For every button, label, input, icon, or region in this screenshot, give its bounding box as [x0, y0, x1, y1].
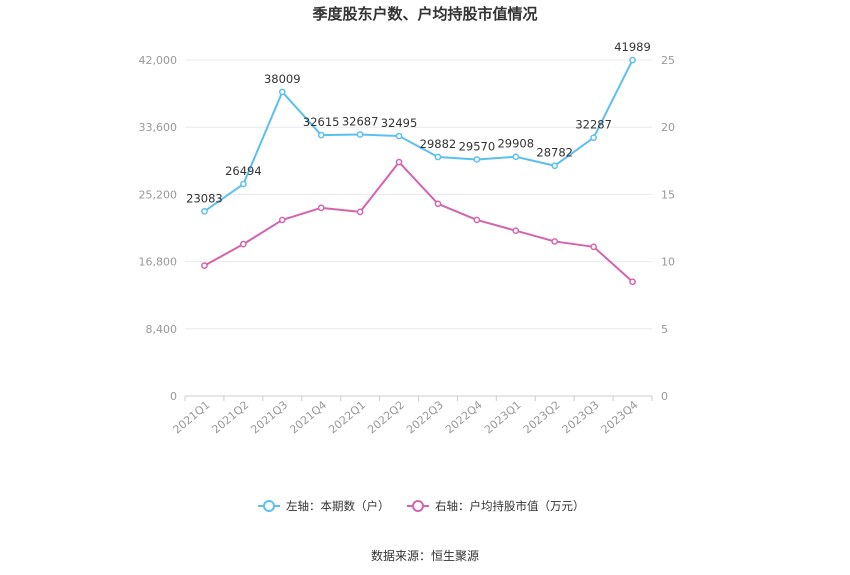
data-label: 32287	[575, 118, 612, 132]
legend-item[interactable]: 左轴：本期数（户）	[258, 499, 390, 513]
right-tick-label: 20	[661, 121, 675, 134]
x-tick-label: 2023Q4	[599, 398, 641, 436]
data-label: 38009	[264, 72, 301, 86]
data-point	[434, 200, 442, 208]
x-tick-label: 2022Q1	[326, 398, 368, 436]
legend-item[interactable]: 右轴：户均持股市值（万元）	[407, 499, 585, 513]
data-point	[278, 88, 286, 96]
left-tick-label: 33,600	[139, 121, 178, 134]
x-tick-label: 2021Q3	[248, 398, 290, 436]
legend[interactable]: 左轴：本期数（户） 右轴：户均持股市值（万元）	[258, 499, 585, 513]
left-tick-label: 0	[170, 390, 177, 403]
data-label: 23083	[186, 191, 223, 205]
data-label: 26494	[225, 164, 262, 178]
legend-marker	[263, 500, 275, 512]
data-label: 29908	[497, 137, 534, 151]
data-point	[512, 227, 520, 235]
left-tick-label: 16,800	[139, 256, 178, 269]
data-label: 32687	[342, 115, 379, 129]
x-tick-label: 2021Q2	[210, 398, 252, 436]
legend-marker	[412, 500, 424, 512]
chart-title: 季度股东户数、户均持股市值情况	[312, 5, 537, 23]
data-label: 32615	[303, 115, 340, 129]
x-tick-label: 2021Q1	[171, 398, 213, 436]
data-point	[356, 208, 364, 216]
grid-lines	[185, 59, 652, 397]
data-point	[590, 243, 597, 251]
series-line	[203, 59, 634, 213]
data-label: 29570	[459, 139, 496, 153]
data-point	[395, 158, 403, 166]
left-axis: 0 8,400 16,800 25,200 33,600 42,000	[139, 54, 178, 403]
data-point	[395, 132, 403, 140]
data-point	[317, 131, 325, 139]
right-tick-label: 0	[661, 390, 668, 403]
left-tick-label: 42,000	[139, 54, 178, 67]
left-tick-label: 8,400	[146, 323, 178, 336]
right-axis: 0 5 10 15 20 25	[661, 54, 675, 403]
data-point	[551, 162, 559, 170]
data-point	[629, 56, 636, 64]
data-point	[317, 204, 325, 212]
data-point	[473, 156, 481, 163]
x-tick-label: 2023Q3	[560, 398, 602, 436]
data-point	[201, 207, 208, 215]
data-label: 32495	[381, 116, 418, 130]
x-axis: 2021Q12021Q22021Q32021Q42022Q12022Q22022…	[171, 396, 653, 436]
legend-label: 右轴：户均持股市值（万元）	[435, 499, 585, 513]
data-point	[551, 238, 559, 245]
x-tick-label: 2021Q4	[287, 398, 329, 436]
data-point	[240, 240, 247, 248]
right-tick-label: 15	[661, 188, 675, 201]
x-tick-label: 2023Q2	[521, 398, 563, 436]
data-point	[473, 216, 481, 224]
left-tick-label: 25,200	[139, 188, 178, 201]
right-tick-label: 10	[661, 256, 675, 269]
series-2	[201, 158, 636, 286]
data-label: 41989	[614, 40, 651, 54]
x-tick-label: 2023Q1	[482, 398, 524, 436]
data-point	[590, 134, 597, 142]
data-point	[278, 216, 286, 224]
right-tick-label: 5	[661, 323, 668, 336]
x-tick-label: 2022Q2	[365, 398, 407, 436]
data-point	[201, 262, 208, 269]
data-point	[356, 131, 364, 138]
data-point	[434, 153, 442, 161]
source-note: 数据来源：恒生聚源	[371, 548, 479, 563]
data-point	[512, 153, 520, 161]
series-line	[203, 161, 634, 283]
data-point	[629, 278, 636, 286]
data-label: 28782	[536, 146, 573, 160]
data-point	[240, 180, 247, 188]
x-tick-label: 2022Q3	[404, 398, 446, 436]
right-tick-label: 25	[661, 54, 675, 67]
data-label: 29882	[420, 137, 457, 151]
x-tick-label: 2022Q4	[443, 398, 485, 436]
legend-label: 左轴：本期数（户）	[286, 499, 390, 513]
